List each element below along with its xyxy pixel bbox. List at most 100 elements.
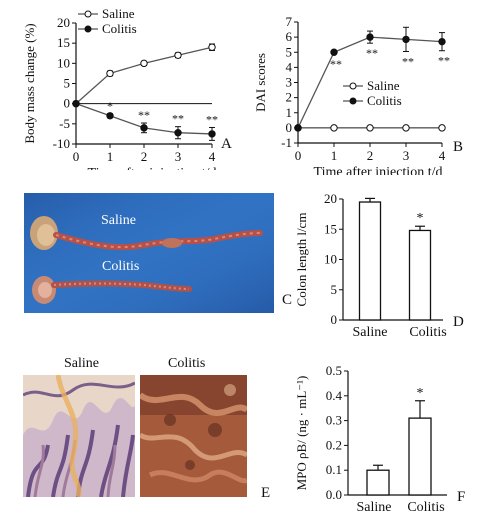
y-tick-label: 20 (57, 15, 70, 30)
x-tick-label: 3 (403, 148, 410, 163)
photo-label-saline: Saline (101, 213, 136, 228)
y-tick-label: 0.2 (326, 437, 342, 452)
data-point-colitis (208, 130, 216, 138)
x-axis-label: Time after injection t/d (88, 166, 217, 170)
bar-colitis (408, 417, 432, 496)
significance-marker: ** (402, 54, 414, 68)
x-tick-label: 0 (73, 149, 80, 164)
histology-saline-drawing (23, 375, 135, 497)
y-tick-label: -10 (53, 136, 70, 151)
legend-marker (349, 97, 357, 105)
legend-label-colitis: Colitis (102, 21, 137, 36)
y-tick-label: 5 (331, 282, 338, 297)
y-axis-label: DAI scores (253, 53, 268, 112)
data-point-saline (438, 124, 446, 132)
y-tick-label: 0.4 (326, 388, 343, 403)
legend-label-saline: Saline (102, 6, 135, 21)
data-point-colitis (366, 33, 374, 41)
y-tick-label: 15 (324, 221, 337, 236)
x-tick-label: 1 (331, 148, 338, 163)
category-label-colitis: Colitis (409, 325, 446, 340)
bar-saline (358, 201, 382, 321)
chart-a: -10 -5 0 5 10 15 20 0 1 2 3 4 Time after injection t… (22, 6, 232, 170)
y-tick-label: 3 (286, 75, 293, 90)
x-tick-label: 2 (141, 149, 148, 164)
data-point-colitis (140, 124, 148, 132)
significance-marker: * (417, 211, 424, 226)
y-tick-label: 6 (286, 29, 293, 44)
data-point-colitis (174, 129, 182, 137)
x-axis-label: Time after injection t/d (314, 165, 443, 175)
hist-label-saline: Saline (64, 356, 99, 371)
data-point-colitis (438, 37, 446, 46)
y-tick-label: 1 (286, 105, 293, 120)
data-point-saline (402, 124, 410, 132)
panel-letter-d: D (453, 314, 464, 330)
histology-saline (23, 375, 135, 497)
significance-marker: * (107, 99, 113, 113)
chart-f: 0.0 0.1 0.2 0.3 0.4 0.5 Saline Colitis * MPO ρB/ … (294, 363, 465, 515)
legend-marker (349, 82, 357, 90)
colon-photo-drawing (24, 193, 274, 313)
y-axis-label: Colon length l/cm (294, 213, 309, 307)
y-tick-label: 0 (286, 120, 293, 135)
y-tick-label: -1 (281, 135, 292, 150)
significance-marker: ** (172, 112, 184, 126)
panel-letter-a: A (221, 136, 232, 152)
y-tick-label: 5 (286, 44, 293, 59)
data-point-saline (330, 124, 338, 132)
photo-label-colitis: Colitis (102, 259, 140, 274)
category-label-colitis: Colitis (407, 500, 444, 515)
category-label-saline: Saline (357, 500, 392, 515)
significance-marker: ** (366, 46, 378, 60)
y-tick-label: 0 (64, 96, 71, 111)
y-tick-label: 15 (57, 35, 70, 50)
significance-marker: ** (138, 108, 150, 122)
y-tick-label: 2 (286, 90, 293, 105)
data-point-colitis (294, 124, 302, 132)
data-point-colitis (72, 99, 80, 108)
y-tick-label: 0.1 (326, 462, 342, 477)
category-label-saline: Saline (353, 325, 388, 340)
data-point-saline (174, 51, 182, 59)
y-tick-label: 7 (286, 14, 293, 29)
significance-marker: ** (330, 57, 342, 71)
y-tick-label: -5 (59, 116, 70, 131)
data-point-colitis (402, 35, 410, 44)
panel-letter-c: C (282, 292, 293, 308)
panel-letter-b: B (453, 139, 463, 155)
data-point-saline (366, 124, 374, 132)
histology-colitis-drawing (140, 375, 247, 497)
data-point-colitis (330, 48, 338, 56)
legend-label-colitis: Colitis (367, 93, 402, 108)
y-axis-label: MPO ρB/ (ng · mL⁻¹) (294, 376, 309, 491)
colon-photo: Saline Colitis (24, 193, 274, 313)
panel-letter-f: F (457, 489, 465, 505)
x-tick-label: 3 (175, 149, 182, 164)
panel-letter-e: E (261, 485, 271, 501)
legend-marker (84, 10, 92, 18)
series-line-saline (75, 46, 213, 105)
significance-marker: * (417, 386, 424, 401)
y-axis-label: Body mass change (%) (22, 23, 37, 143)
x-tick-label: 4 (209, 149, 216, 164)
y-tick-label: 4 (286, 59, 293, 74)
y-tick-label: 10 (324, 252, 337, 267)
bar-colitis (408, 229, 432, 321)
y-tick-label: 10 (57, 55, 70, 70)
x-tick-label: 4 (439, 148, 446, 163)
x-tick-label: 2 (367, 148, 374, 163)
y-tick-label: 0 (331, 312, 338, 327)
data-point-saline (140, 59, 148, 68)
y-tick-label: 0.3 (326, 413, 342, 428)
y-tick-label: 5 (64, 76, 71, 91)
legend-marker (84, 25, 92, 33)
x-tick-label: 1 (107, 149, 114, 164)
bar-saline (366, 469, 390, 496)
data-point-colitis (106, 112, 114, 120)
data-point-saline (208, 43, 216, 51)
hist-label-colitis: Colitis (168, 356, 206, 371)
histology-colitis (140, 375, 247, 497)
